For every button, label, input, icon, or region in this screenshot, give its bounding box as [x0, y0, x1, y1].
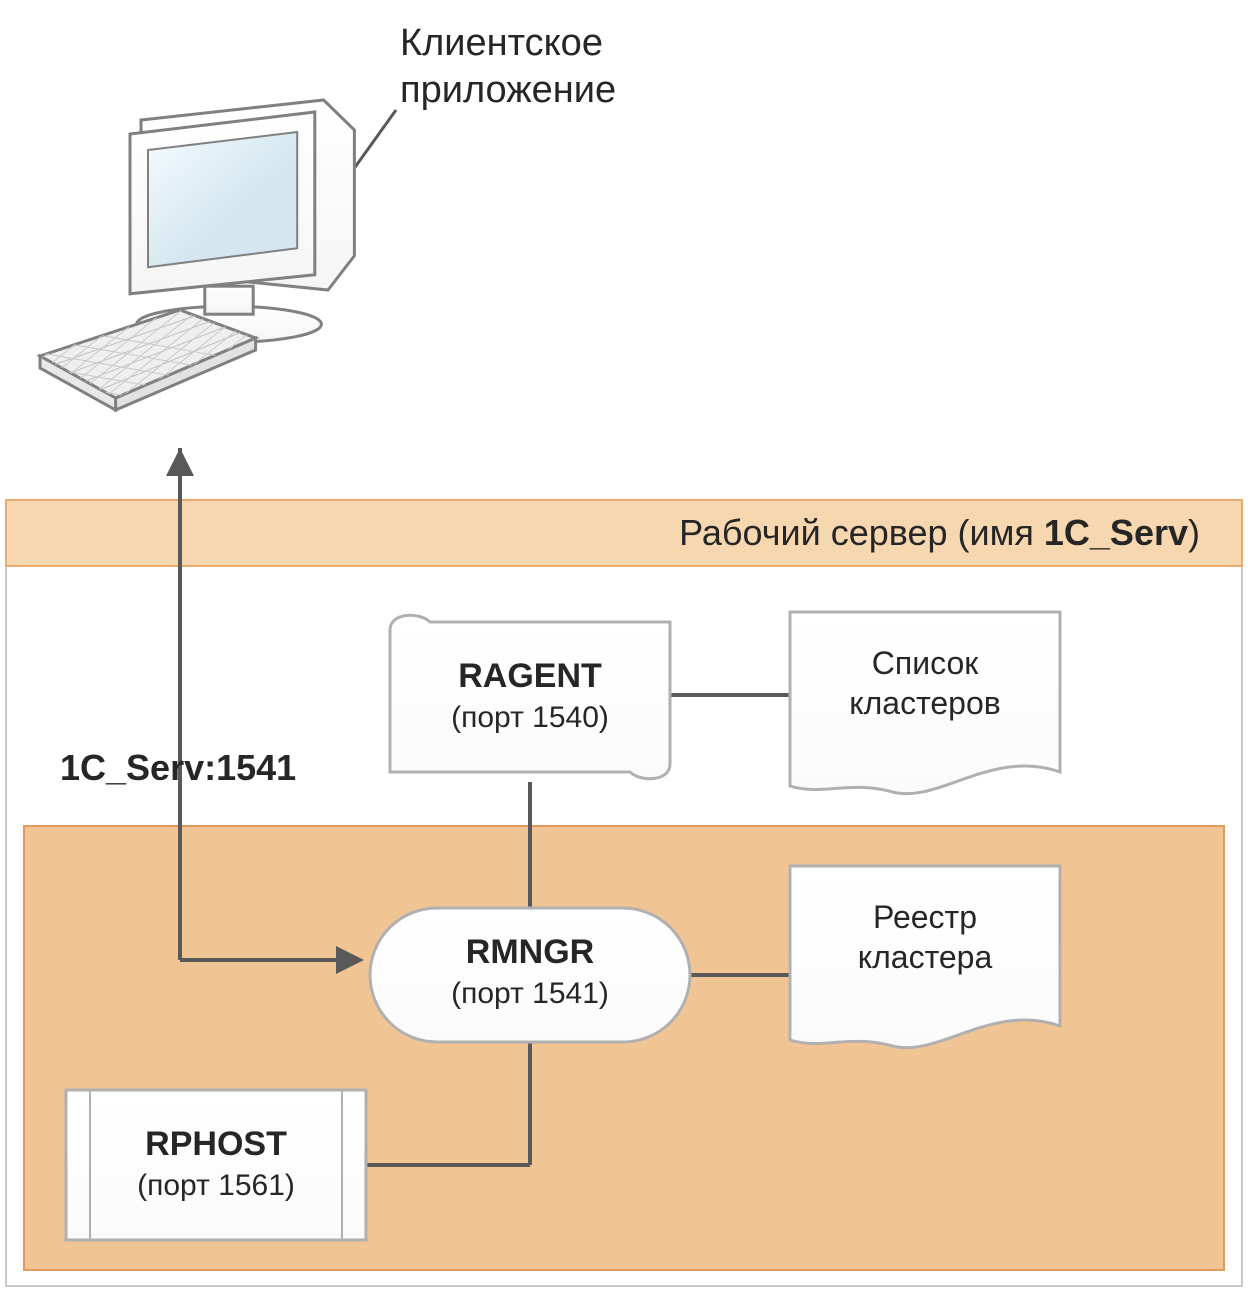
rphost-node — [66, 1090, 366, 1240]
doc-registry-line2: кластера — [858, 939, 993, 975]
ragent-node — [390, 615, 670, 778]
client-label-2: приложение — [400, 69, 616, 111]
rphost-node-sub: (порт 1561) — [137, 1169, 295, 1202]
host-port-label: 1C_Serv:1541 — [60, 747, 296, 788]
rmngr-node-title: RMNGR — [466, 933, 594, 971]
server-title: Рабочий сервер (имя 1C_Serv) — [679, 512, 1200, 553]
doc-clusters-line2: кластеров — [849, 685, 1001, 721]
rmngr-node — [370, 908, 690, 1042]
rmngr-node-sub: (порт 1541) — [451, 977, 609, 1010]
client-label-1: Клиентское — [400, 22, 603, 64]
ragent-node-sub: (порт 1540) — [451, 701, 609, 734]
arrow-head — [166, 448, 194, 476]
ragent-node-title: RAGENT — [458, 657, 602, 695]
doc-clusters-line1: Список — [872, 645, 979, 681]
rphost-node-title: RPHOST — [145, 1125, 287, 1163]
monitor-icon — [130, 100, 354, 342]
doc-registry-line1: Реестр — [873, 899, 977, 935]
